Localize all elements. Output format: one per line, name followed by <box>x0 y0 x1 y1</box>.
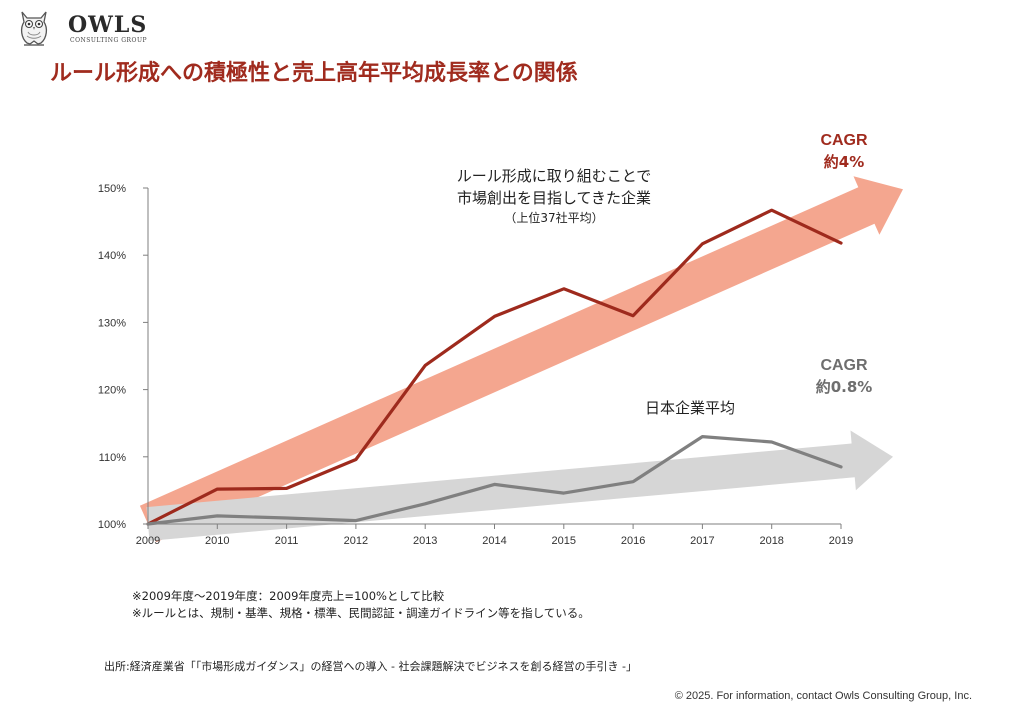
x-tick-label: 2012 <box>344 535 368 547</box>
note-line-1: ※2009年度～2019年度：2009年度売上=100%として比較 <box>132 589 445 603</box>
cagr-bottom-label: CAGR <box>820 357 868 374</box>
axis-ticks: 100% 110% 120% 130% 140% 150% 2009 2010 2011 2012… <box>98 183 853 547</box>
x-tick-label: 2016 <box>621 535 645 547</box>
x-tick-label: 2010 <box>205 535 229 547</box>
note-line-2: ※ルールとは、規制・基準、規格・標準、民間認証・調達ガイドライン等を指している。 <box>132 606 590 620</box>
x-tick-label: 2014 <box>482 535 506 547</box>
trend-arrows <box>139 176 903 543</box>
x-tick-label: 2019 <box>829 535 853 547</box>
x-tick-label: 2009 <box>136 535 160 547</box>
logo-subtitle: CONSULTING GROUP <box>70 37 148 44</box>
y-tick-label: 130% <box>98 317 126 329</box>
y-tick-label: 150% <box>98 183 126 195</box>
cagr-top-value: 約4% <box>824 153 864 171</box>
rule-series-line <box>146 208 843 526</box>
x-tick-label: 2011 <box>275 535 299 547</box>
page-title: ルール形成への積極性と売上高年平均成長率との関係 <box>50 61 578 86</box>
x-tick-label: 2017 <box>690 535 714 547</box>
logo-name: OWLS <box>68 12 148 38</box>
avg-series-line <box>146 435 843 526</box>
company-logo: OWLS CONSULTING GROUP <box>14 6 154 46</box>
rule-series-label-line1: ルール形成に取り組むことで <box>457 167 652 185</box>
y-tick-label: 100% <box>98 519 126 531</box>
rule-series-label-line3: （上位37社平均） <box>504 210 603 225</box>
y-tick-label: 110% <box>99 452 127 464</box>
cagr-bottom-value: 約0.8% <box>816 378 873 396</box>
y-tick-label: 120% <box>98 385 126 397</box>
y-tick-label: 140% <box>98 250 126 262</box>
avg-trend-arrow <box>146 430 893 541</box>
copyright-notice: © 2025. For information, contact Owls Co… <box>674 690 972 702</box>
x-tick-label: 2018 <box>759 535 783 547</box>
avg-series-label: 日本企業平均 <box>645 399 735 417</box>
owl-icon <box>20 11 48 46</box>
source-citation: 出所:経済産業省「「市場形成ガイダンス」の経営への導入 - 社会課題解決でビジネ… <box>104 660 637 673</box>
x-tick-label: 2015 <box>552 535 576 547</box>
cagr-top-label: CAGR <box>820 132 868 149</box>
chart-notes: ※2009年度～2019年度：2009年度売上=100%として比較 ※ルールとは… <box>132 588 590 622</box>
rule-series-label-line2: 市場創出を目指してきた企業 <box>457 189 651 207</box>
rule-trend-arrow <box>139 176 903 543</box>
x-tick-label: 2013 <box>413 535 437 547</box>
chart-series <box>146 208 843 526</box>
